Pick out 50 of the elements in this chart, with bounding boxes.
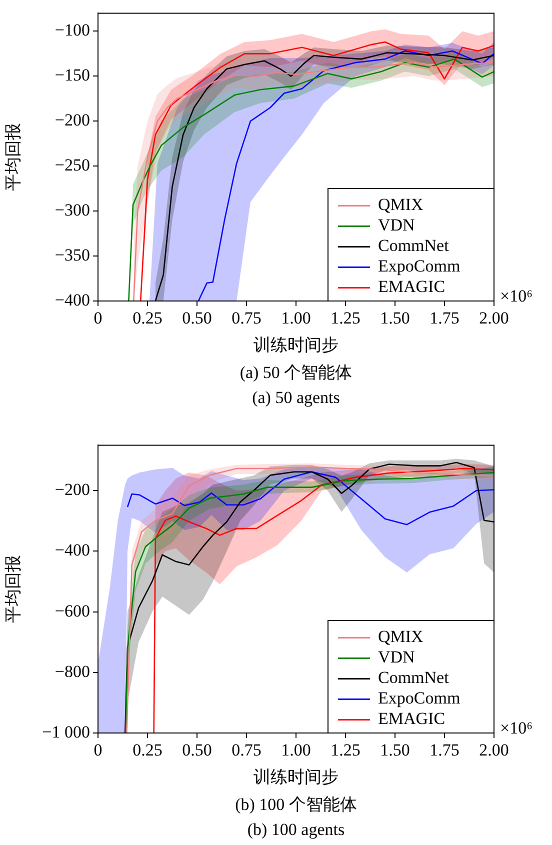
x-tick-label: 0.75 — [232, 308, 262, 328]
text: ×10⁶ — [500, 718, 533, 738]
y-tick-label: −800 — [54, 662, 90, 681]
y-tick-label: −200 — [54, 480, 90, 500]
x-tick-label: 0 — [94, 740, 102, 760]
legend-label: EMAGIC — [378, 277, 446, 296]
y-axis-title: 平均回报 — [4, 123, 23, 192]
x-tick-label: 0.50 — [182, 740, 212, 760]
x-tick-label: 0.25 — [132, 308, 162, 328]
text: (a) 50 个智能体 — [238, 362, 354, 384]
x-tick-label: 2.00 — [479, 740, 509, 760]
legend-label: ExpoComm — [378, 688, 460, 708]
x-tick-label: 0 — [94, 308, 102, 328]
x-tick-label: 2.00 — [479, 308, 509, 328]
x-axis-title: 训练时间步 — [254, 335, 338, 354]
legend-label: VDN — [378, 648, 415, 667]
x-tick-label: 0.25 — [132, 740, 162, 760]
y-tick-label: −250 — [54, 156, 90, 175]
text: (a) 50 agents — [251, 387, 341, 409]
text: (b) 100 agents — [246, 819, 346, 841]
text: (b) 100 个智能体 — [234, 794, 358, 816]
y-axis-title: 平均回报 — [4, 555, 23, 624]
text: ×10⁶ — [500, 286, 533, 306]
x-tick-label: 0.50 — [182, 308, 212, 328]
x-axis-title: 训练时间步 — [254, 767, 338, 786]
y-tick-label: −400 — [54, 290, 90, 310]
legend-label: QMIX — [378, 627, 424, 646]
y-tick-label: −300 — [54, 200, 90, 220]
x-tick-label: 1.00 — [281, 740, 311, 760]
x-tick-label: 1.50 — [380, 308, 410, 328]
y-tick-label: −400 — [54, 540, 90, 560]
legend-label: EMAGIC — [378, 709, 446, 728]
y-tick-label: −600 — [54, 601, 90, 620]
legend-label: ExpoComm — [378, 256, 460, 276]
x-tick-label: 1.50 — [380, 740, 410, 760]
x-tick-label: 1.75 — [430, 308, 460, 328]
y-tick-label: −350 — [54, 246, 90, 264]
x-tick-label: 1.75 — [430, 740, 460, 760]
y-tick-label: −150 — [54, 66, 90, 85]
x-tick-label: 1.25 — [330, 308, 360, 328]
legend-label: VDN — [378, 216, 415, 235]
x-tick-label: 0.75 — [232, 740, 262, 760]
x-tick-label: 1.25 — [330, 740, 360, 760]
legend-label: CommNet — [378, 236, 450, 256]
y-tick-label: −1 000 — [42, 722, 90, 742]
legend-label: QMIX — [378, 195, 424, 214]
y-tick-label: −100 — [54, 20, 90, 40]
legend-label: CommNet — [378, 668, 450, 688]
x-tick-label: 1.00 — [281, 308, 311, 328]
y-tick-label: −200 — [54, 110, 90, 130]
